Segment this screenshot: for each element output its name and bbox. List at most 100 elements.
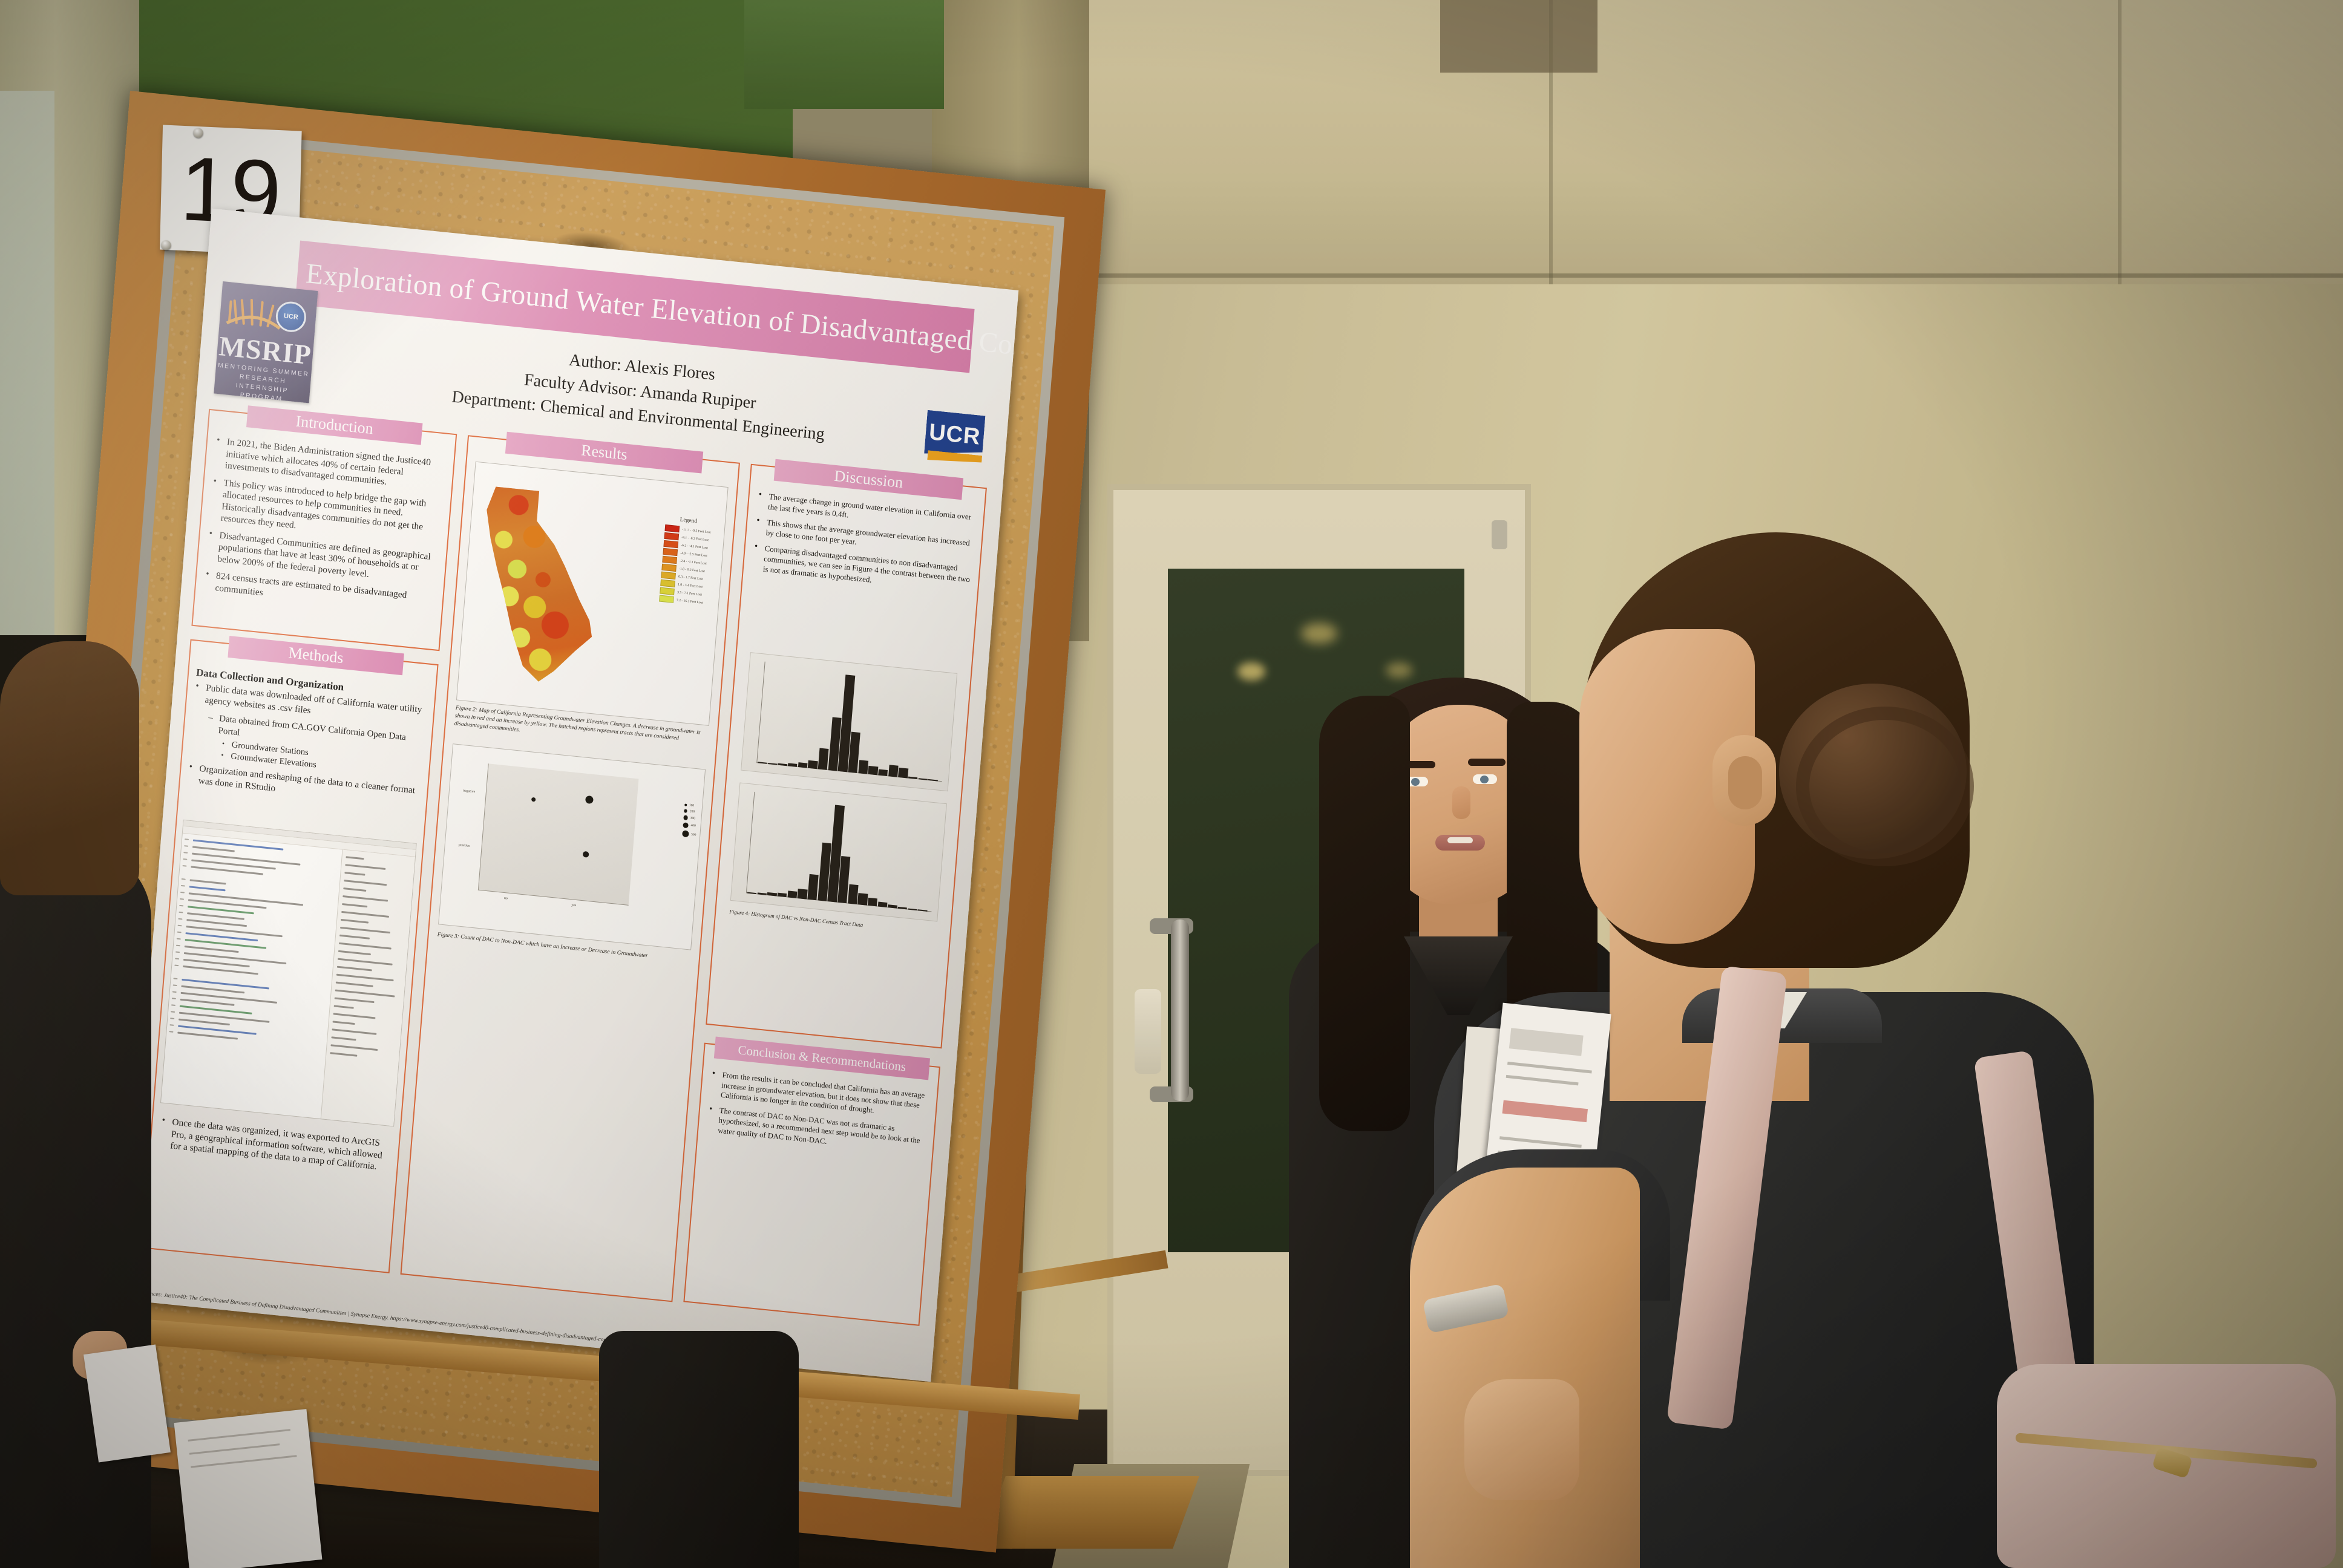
code-line-number: [170, 1018, 175, 1020]
histogram-bar: [767, 892, 777, 897]
histogram-bar: [918, 778, 928, 780]
code-line-number: [184, 838, 189, 841]
legend-label: -1.0 - 0.2 Feet Lost: [678, 567, 706, 573]
rstudio-screenshot: [160, 819, 417, 1127]
code-line: [183, 952, 287, 964]
pane-line: [332, 1028, 377, 1035]
dotplot-y-tick-positive: positive: [458, 843, 470, 848]
code-line-number: [177, 931, 182, 933]
door-handle[interactable]: [1171, 920, 1189, 1101]
ucr-logo: UCR: [923, 410, 985, 466]
histogram-bar: [787, 890, 798, 898]
research-poster: Exploration of Ground Water Elevation of…: [123, 208, 1019, 1382]
dotplot-size-legend: 100 200 300 400 500: [681, 803, 698, 840]
pane-line: [341, 918, 369, 924]
ucr-logo-text: UCR: [928, 419, 981, 450]
code-line-number: [178, 918, 183, 920]
code-line-number: [172, 984, 177, 987]
pane-line: [344, 872, 365, 876]
legend-label: 400: [690, 823, 696, 828]
histogram-bar: [847, 884, 859, 904]
histogram-bar: [777, 892, 787, 898]
pane-line: [346, 856, 364, 860]
wall-upper-band: [932, 0, 2343, 284]
code-line: [184, 946, 239, 953]
door-hinge: [1492, 520, 1507, 549]
histogram-bar: [797, 889, 808, 900]
dotplot-legend-row: 200: [683, 809, 698, 814]
code-line-number: [171, 998, 176, 1000]
legend-label: 0.3 - 1.7 Feet Lost: [678, 575, 704, 581]
map-legend: Legend -11.7 - -9.2 Feet Lost -9.1 - -6.3…: [658, 515, 712, 607]
legend-dot: [683, 815, 689, 820]
code-line-number: [175, 951, 180, 953]
pane-line: [344, 880, 387, 886]
histogram-bar: [917, 909, 928, 912]
histogram-bar: [867, 898, 878, 907]
poster-board: 19 Exploration of Ground Water Elevation…: [19, 91, 1106, 1568]
legend-dot: [683, 809, 688, 813]
code-line-number: [172, 991, 177, 993]
pane-line: [340, 926, 391, 933]
pane-line: [341, 910, 390, 918]
code-line: [192, 846, 235, 852]
code-line-number: [184, 845, 189, 848]
legend-label: 200: [689, 809, 695, 814]
legend-swatch: [663, 547, 678, 557]
pane-line: [332, 1021, 355, 1025]
wall-seam-vertical: [1549, 0, 1553, 284]
pane-line: [345, 864, 386, 870]
pane-line: [338, 950, 372, 955]
code-line: [189, 886, 226, 891]
code-line-number: [179, 904, 184, 907]
legend-label: -2.4 - -1.1 Feet Lost: [680, 559, 707, 566]
dotplot-legend-row: 500: [681, 830, 696, 838]
legend-dot: [684, 803, 687, 806]
pane-line: [339, 934, 370, 939]
door-reflection-3: [1386, 662, 1412, 678]
pane-line: [342, 903, 368, 907]
code-line: [188, 892, 304, 906]
code-line-number: [181, 878, 186, 881]
code-line-number: [183, 858, 188, 861]
dotplot-y-tick-negative: negative: [462, 789, 476, 794]
dotplot-x-axis: [477, 889, 629, 906]
person-presenter-teeth: [1447, 837, 1473, 843]
legend-swatch: [658, 595, 674, 603]
histogram-nondac: [730, 782, 947, 922]
door-closer: [1135, 989, 1161, 1074]
histogram-bar: [808, 760, 818, 769]
pane-line: [330, 1044, 378, 1051]
legend-label: 7.2 - 16.1 Feet Lost: [676, 598, 703, 605]
pane-line: [335, 997, 375, 1003]
histogram-bar: [818, 748, 829, 770]
histogram-bar: [798, 762, 808, 768]
person-presenter-eye-left: [1404, 777, 1428, 786]
pane-line: [335, 989, 395, 998]
legend-swatch: [660, 571, 676, 580]
data-point: [531, 797, 536, 802]
person-visitor-arm: [1410, 1168, 1640, 1568]
code-line-number: [182, 865, 187, 867]
person-left-hair: [0, 641, 139, 895]
legend-swatch: [661, 555, 677, 564]
sunrise-icon: [226, 298, 281, 330]
dotplot-x-tick-yes: yes: [571, 903, 577, 908]
floor-paper: [174, 1409, 323, 1568]
code-line-number: [176, 938, 181, 940]
code-line-number: [171, 1004, 176, 1007]
pane-line: [331, 1036, 356, 1041]
california-map: [468, 477, 605, 688]
legend-label: -4.0 - -2.5 Feet Lost: [680, 551, 708, 558]
pane-line: [339, 942, 392, 950]
histogram-bar: [908, 908, 917, 911]
legend-swatch: [664, 532, 679, 541]
legend-label: 1.8 - 3.4 Feet Lost: [677, 582, 703, 589]
person-visitor-hand: [1464, 1379, 1579, 1500]
pane-line: [338, 958, 393, 965]
person-presenter-eye-right: [1473, 774, 1497, 784]
left-window-glass: [0, 91, 54, 635]
histogram-bar: [757, 892, 767, 895]
green-wall-panel-2: [744, 0, 944, 109]
